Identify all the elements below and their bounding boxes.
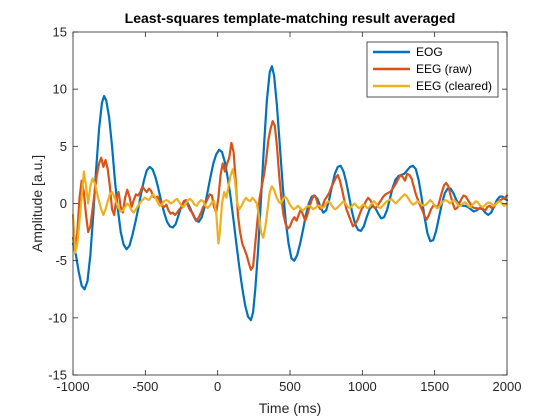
axes-layer: -1000 -500 0 500 1000 1500 2000 -15 -10 -5 0 5 10 15 <box>48 25 521 395</box>
x-tick-label: 2000 <box>493 379 522 394</box>
x-tick-label: -500 <box>132 379 158 394</box>
legend-label-eeg-cleared: EEG (cleared) <box>416 79 492 93</box>
x-tick-label: 1500 <box>420 379 449 394</box>
x-tick-label: -1000 <box>56 379 89 394</box>
legend: EOG EEG (raw) EEG (cleared) <box>366 41 499 98</box>
x-tick-label: 0 <box>214 379 221 394</box>
series-line-eog <box>71 65 509 322</box>
y-tick-label: 5 <box>60 139 67 154</box>
series-line-eeg-cleared <box>71 168 509 254</box>
legend-label-eog: EOG <box>416 45 443 59</box>
y-tick-label: -10 <box>48 310 67 325</box>
chart-title: Least-squares template-matching result a… <box>125 10 456 26</box>
y-tick-label: -5 <box>55 253 67 268</box>
y-tick-label: 10 <box>53 82 67 97</box>
x-axis-title: Time (ms) <box>259 400 321 416</box>
x-tick-label: 500 <box>279 379 301 394</box>
y-tick-label: 15 <box>53 25 67 40</box>
x-tick-label: 1000 <box>348 379 377 394</box>
series-layer <box>71 65 509 322</box>
y-axis-title: Amplitude [a.u.] <box>29 155 45 252</box>
legend-label-eeg-raw: EEG (raw) <box>416 62 472 76</box>
y-tick-label: -15 <box>48 368 67 383</box>
y-tick-label: 0 <box>60 196 67 211</box>
